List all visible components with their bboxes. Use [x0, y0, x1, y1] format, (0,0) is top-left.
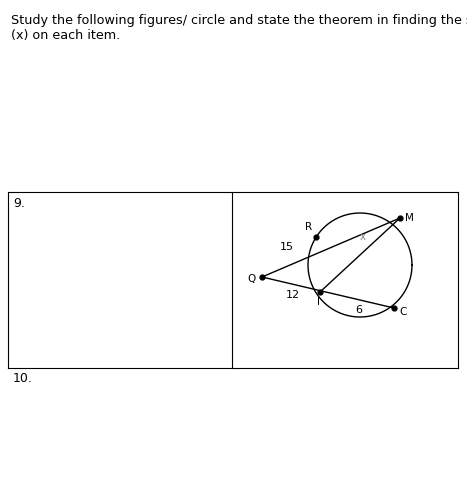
Text: 10.: 10. [13, 372, 33, 385]
Text: Q: Q [248, 274, 256, 284]
Text: x: x [360, 231, 366, 242]
Text: I: I [317, 297, 319, 307]
Text: 9.: 9. [13, 197, 25, 210]
Text: M: M [404, 213, 413, 223]
Text: 12: 12 [286, 290, 300, 301]
Text: R: R [305, 222, 312, 232]
Text: 15: 15 [280, 242, 294, 252]
Text: 6: 6 [355, 305, 362, 315]
Text: C: C [399, 307, 407, 317]
Text: Study the following figures/ circle and state the theorem in finding the segment: Study the following figures/ circle and … [11, 14, 467, 42]
